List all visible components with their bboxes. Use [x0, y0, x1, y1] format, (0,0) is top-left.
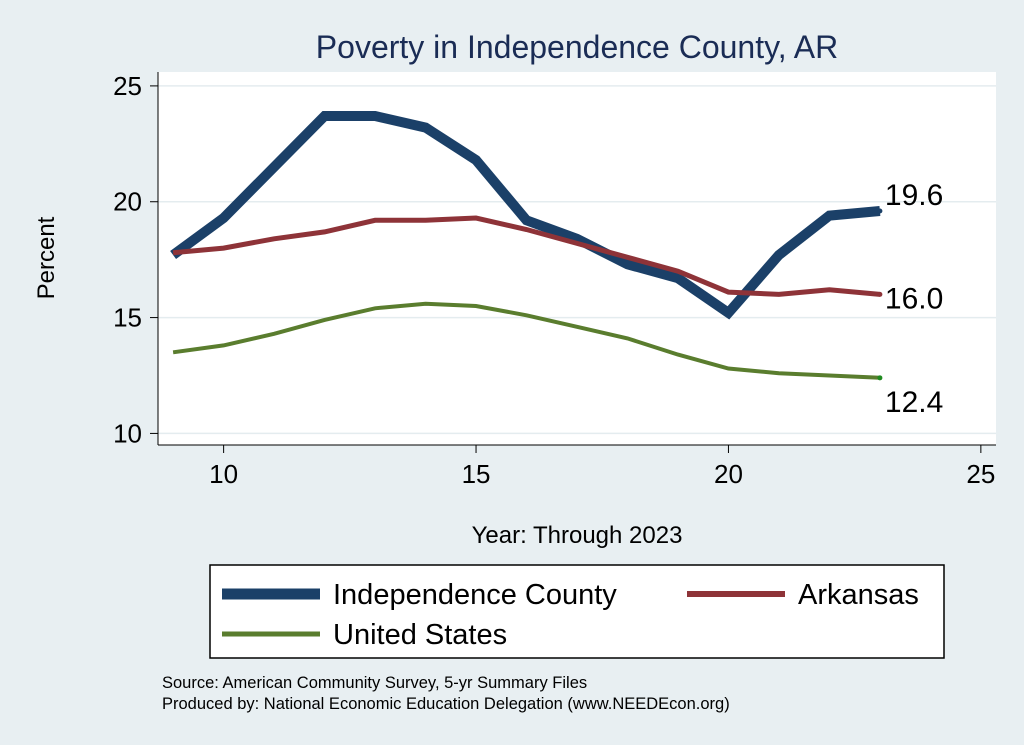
producer-note: Produced by: National Economic Education… [162, 695, 730, 713]
series-end-point-united-states [877, 375, 883, 381]
x-axis-title: Year: Through 2023 [472, 522, 683, 549]
x-tick-label: 10 [209, 459, 238, 489]
x-tick-label: 20 [714, 459, 743, 489]
chart-title: Poverty in Independence County, AR [316, 29, 838, 65]
end-label-arkansas: 16.0 [885, 282, 943, 315]
y-tick-label: 15 [113, 303, 142, 333]
x-tick-label: 25 [966, 459, 995, 489]
end-label-united-states: 12.4 [885, 386, 943, 419]
end-labels: 19.6 16.0 12.4 [885, 179, 943, 419]
series-line-arkansas [172, 215, 881, 297]
series-end-point-independence-county [877, 208, 883, 214]
legend: Independence County Arkansas United States [209, 564, 945, 659]
end-label-independence-county: 19.6 [885, 179, 943, 212]
series-lines [170, 111, 883, 381]
y-tick-label: 20 [113, 187, 142, 217]
plot-area [158, 72, 996, 445]
legend-label-independence-county: Independence County [333, 579, 617, 611]
x-tick-label: 15 [462, 459, 491, 489]
y-axis-title: Percent [33, 216, 60, 299]
source-note: Source: American Community Survey, 5-yr … [162, 674, 587, 692]
series-line-independence-county [170, 111, 881, 320]
axes: 10 15 20 25 10 15 20 25 [113, 71, 996, 489]
legend-label-arkansas: Arkansas [798, 579, 919, 611]
series-line-united-states [172, 301, 880, 380]
y-tick-label: 25 [113, 71, 142, 101]
series-end-point-arkansas [877, 291, 883, 297]
y-tick-label: 10 [113, 418, 142, 448]
legend-box [209, 564, 945, 659]
gridlines [158, 85, 996, 435]
legend-label-united-states: United States [333, 619, 507, 651]
